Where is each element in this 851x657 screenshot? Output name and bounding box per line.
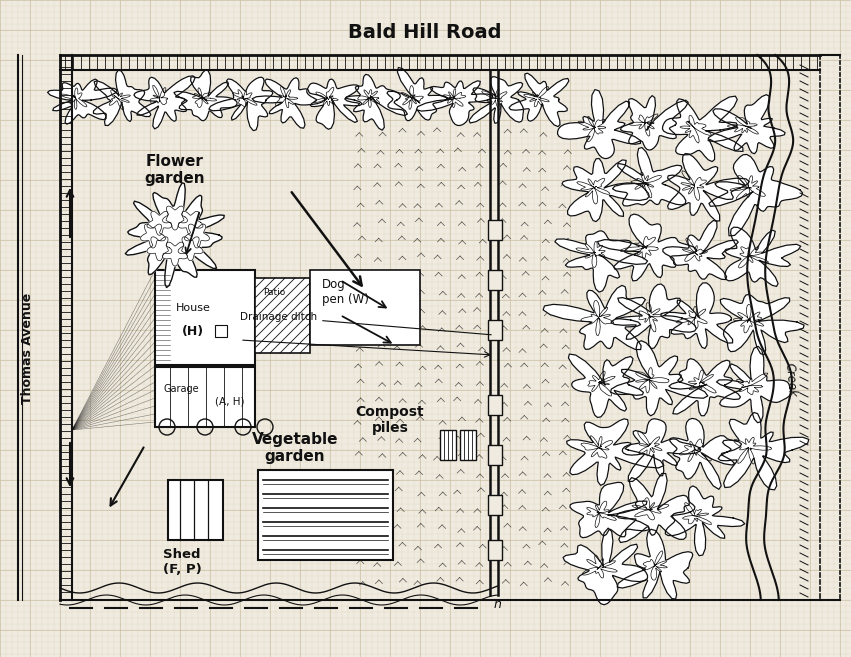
Bar bbox=[255, 278, 310, 353]
Bar bbox=[460, 430, 476, 460]
Text: Patio: Patio bbox=[263, 288, 285, 297]
Text: n: n bbox=[494, 599, 502, 612]
Text: Creek: Creek bbox=[782, 362, 798, 397]
Polygon shape bbox=[563, 528, 648, 604]
Polygon shape bbox=[125, 183, 224, 288]
Bar bbox=[155, 367, 255, 427]
Polygon shape bbox=[567, 419, 664, 486]
Text: Flower
garden: Flower garden bbox=[145, 154, 205, 186]
Text: House: House bbox=[175, 303, 210, 313]
Polygon shape bbox=[665, 486, 745, 556]
Text: (A, H): (A, H) bbox=[215, 397, 244, 407]
Polygon shape bbox=[611, 284, 696, 349]
Polygon shape bbox=[416, 81, 493, 125]
Bar bbox=[488, 320, 502, 340]
Bar bbox=[310, 270, 420, 345]
Text: Shed
(F, P): Shed (F, P) bbox=[163, 548, 202, 576]
Bar bbox=[488, 540, 502, 560]
Polygon shape bbox=[387, 68, 447, 121]
Text: (H): (H) bbox=[182, 325, 204, 338]
Polygon shape bbox=[613, 148, 686, 206]
Polygon shape bbox=[509, 73, 568, 127]
Polygon shape bbox=[725, 227, 801, 286]
Polygon shape bbox=[147, 237, 172, 261]
Polygon shape bbox=[174, 70, 237, 121]
Bar bbox=[488, 395, 502, 415]
Polygon shape bbox=[708, 95, 785, 154]
Polygon shape bbox=[345, 74, 408, 130]
Bar bbox=[168, 480, 223, 540]
Polygon shape bbox=[669, 359, 740, 416]
Polygon shape bbox=[709, 154, 802, 236]
Polygon shape bbox=[307, 79, 363, 129]
Polygon shape bbox=[570, 482, 649, 537]
Polygon shape bbox=[662, 96, 743, 162]
Polygon shape bbox=[562, 158, 649, 221]
Polygon shape bbox=[178, 237, 203, 261]
Polygon shape bbox=[163, 206, 187, 230]
Polygon shape bbox=[661, 283, 733, 348]
Polygon shape bbox=[611, 341, 708, 416]
Bar bbox=[440, 430, 456, 460]
Polygon shape bbox=[178, 212, 203, 235]
Text: Dog
pen (W): Dog pen (W) bbox=[322, 278, 368, 306]
Polygon shape bbox=[670, 419, 741, 489]
Polygon shape bbox=[209, 78, 273, 131]
Text: Vegetable
garden: Vegetable garden bbox=[252, 432, 338, 464]
Polygon shape bbox=[620, 96, 688, 150]
Bar bbox=[488, 220, 502, 240]
Polygon shape bbox=[555, 231, 648, 292]
Polygon shape bbox=[469, 77, 523, 124]
Polygon shape bbox=[622, 419, 700, 482]
Polygon shape bbox=[597, 214, 696, 281]
Bar bbox=[488, 445, 502, 465]
Polygon shape bbox=[663, 221, 738, 280]
Polygon shape bbox=[718, 413, 808, 490]
Polygon shape bbox=[185, 224, 209, 248]
Text: Drainage ditch: Drainage ditch bbox=[240, 312, 491, 335]
Polygon shape bbox=[720, 294, 804, 355]
Polygon shape bbox=[147, 212, 172, 235]
Polygon shape bbox=[616, 474, 695, 543]
Polygon shape bbox=[568, 354, 643, 417]
Polygon shape bbox=[163, 242, 187, 266]
Text: Compost
piles: Compost piles bbox=[356, 405, 425, 435]
Bar bbox=[488, 495, 502, 515]
Bar bbox=[215, 325, 227, 337]
Polygon shape bbox=[140, 224, 165, 248]
Text: Garage: Garage bbox=[163, 384, 198, 394]
Polygon shape bbox=[668, 154, 750, 221]
Polygon shape bbox=[717, 346, 791, 422]
Bar bbox=[258, 470, 393, 560]
Bar bbox=[155, 270, 255, 365]
Text: Bald Hill Road: Bald Hill Road bbox=[348, 22, 502, 41]
Bar bbox=[488, 270, 502, 290]
Polygon shape bbox=[252, 78, 324, 128]
Polygon shape bbox=[134, 76, 195, 129]
Polygon shape bbox=[557, 89, 641, 158]
Text: Thomas Avenue: Thomas Avenue bbox=[21, 292, 35, 403]
Polygon shape bbox=[48, 79, 117, 124]
Polygon shape bbox=[543, 285, 645, 350]
Polygon shape bbox=[617, 530, 693, 599]
Polygon shape bbox=[94, 70, 151, 125]
